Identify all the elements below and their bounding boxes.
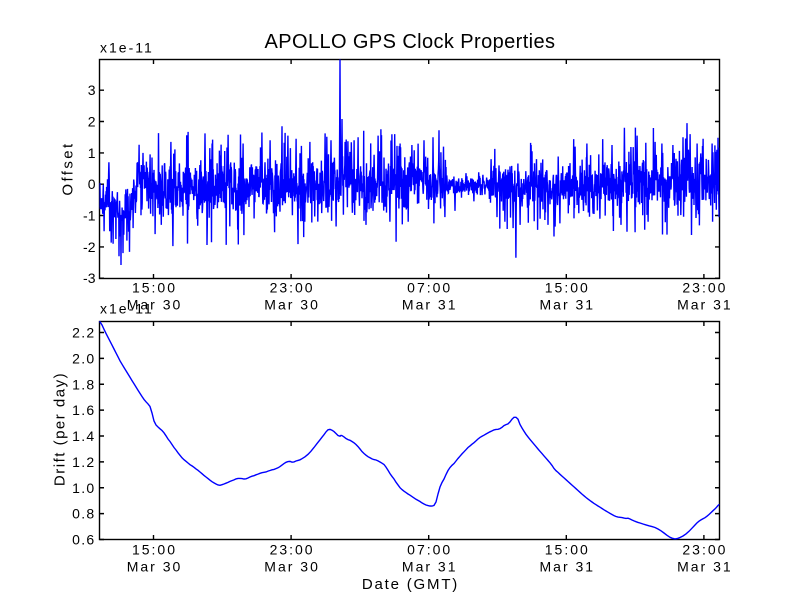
svg-text:1.0: 1.0 <box>72 480 95 496</box>
svg-text:07:00: 07:00 <box>407 542 452 558</box>
svg-text:-3: -3 <box>83 270 96 286</box>
svg-text:Drift (per day): Drift (per day) <box>51 372 68 486</box>
svg-text:Mar 31: Mar 31 <box>677 296 733 312</box>
svg-text:-1: -1 <box>83 208 96 224</box>
svg-text:15:00: 15:00 <box>132 542 177 558</box>
svg-text:23:00: 23:00 <box>682 542 727 558</box>
svg-text:-2: -2 <box>83 239 96 255</box>
svg-text:1: 1 <box>88 145 96 161</box>
svg-text:Offset: Offset <box>59 141 76 195</box>
svg-text:1.4: 1.4 <box>72 428 95 444</box>
svg-text:x1e-11: x1e-11 <box>100 300 154 316</box>
svg-text:2.0: 2.0 <box>72 350 95 366</box>
svg-text:15:00: 15:00 <box>132 280 177 296</box>
svg-text:Mar 31: Mar 31 <box>402 558 458 574</box>
svg-text:07:00: 07:00 <box>407 280 452 296</box>
svg-text:Mar 31: Mar 31 <box>540 558 596 574</box>
svg-text:0.8: 0.8 <box>72 506 95 522</box>
svg-text:23:00: 23:00 <box>682 280 727 296</box>
svg-text:2.2: 2.2 <box>72 325 95 341</box>
svg-text:Mar 30: Mar 30 <box>127 558 183 574</box>
svg-text:APOLLO GPS Clock Properties: APOLLO GPS Clock Properties <box>265 31 556 53</box>
svg-text:Mar 31: Mar 31 <box>540 296 596 312</box>
svg-text:15:00: 15:00 <box>545 542 590 558</box>
svg-text:1.8: 1.8 <box>72 376 95 392</box>
svg-text:Mar 30: Mar 30 <box>127 296 183 312</box>
svg-text:Mar 31: Mar 31 <box>402 296 458 312</box>
svg-text:1.2: 1.2 <box>72 454 95 470</box>
svg-text:Mar 31: Mar 31 <box>677 558 733 574</box>
svg-text:15:00: 15:00 <box>545 280 590 296</box>
svg-text:23:00: 23:00 <box>270 542 315 558</box>
svg-text:2: 2 <box>88 114 96 130</box>
svg-text:3: 3 <box>88 82 96 98</box>
svg-text:23:00: 23:00 <box>270 280 315 296</box>
svg-text:x1e-11: x1e-11 <box>100 40 154 56</box>
svg-text:1.6: 1.6 <box>72 402 95 418</box>
svg-text:Date (GMT): Date (GMT) <box>362 576 459 593</box>
svg-text:Mar 30: Mar 30 <box>264 558 320 574</box>
svg-text:Mar 30: Mar 30 <box>264 296 320 312</box>
svg-text:0: 0 <box>88 176 96 192</box>
svg-text:0.6: 0.6 <box>72 532 95 548</box>
